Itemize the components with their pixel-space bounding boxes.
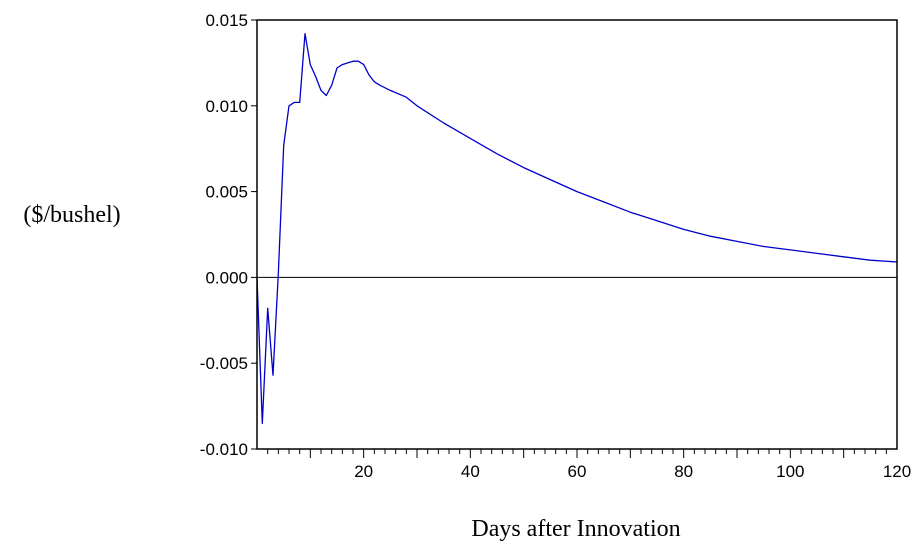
x-axis-title: Days after Innovation: [471, 516, 680, 542]
x-tick-label: 100: [776, 462, 804, 481]
x-tick-label: 120: [883, 462, 911, 481]
y-tick-label: -0.005: [200, 354, 248, 373]
y-axis-title: ($/bushel): [23, 202, 120, 228]
x-tick-label: 20: [354, 462, 373, 481]
series-line-0: [256, 33, 898, 424]
plot-area: [256, 33, 898, 424]
x-tick-label: 80: [674, 462, 693, 481]
x-tick-label: 60: [568, 462, 587, 481]
y-tick-label: 0.000: [205, 268, 248, 287]
y-tick-label: 0.010: [205, 97, 248, 116]
axes: -0.010 -0.005 0.000 0.005 0.010 0.015 20 40 60 80…: [200, 11, 911, 481]
x-tick-label: 40: [461, 462, 480, 481]
y-tick-label: 0.015: [205, 11, 248, 30]
plot-frame: [256, 19, 898, 450]
y-tick-label: -0.010: [200, 440, 248, 459]
y-tick-label: 0.005: [205, 183, 248, 202]
